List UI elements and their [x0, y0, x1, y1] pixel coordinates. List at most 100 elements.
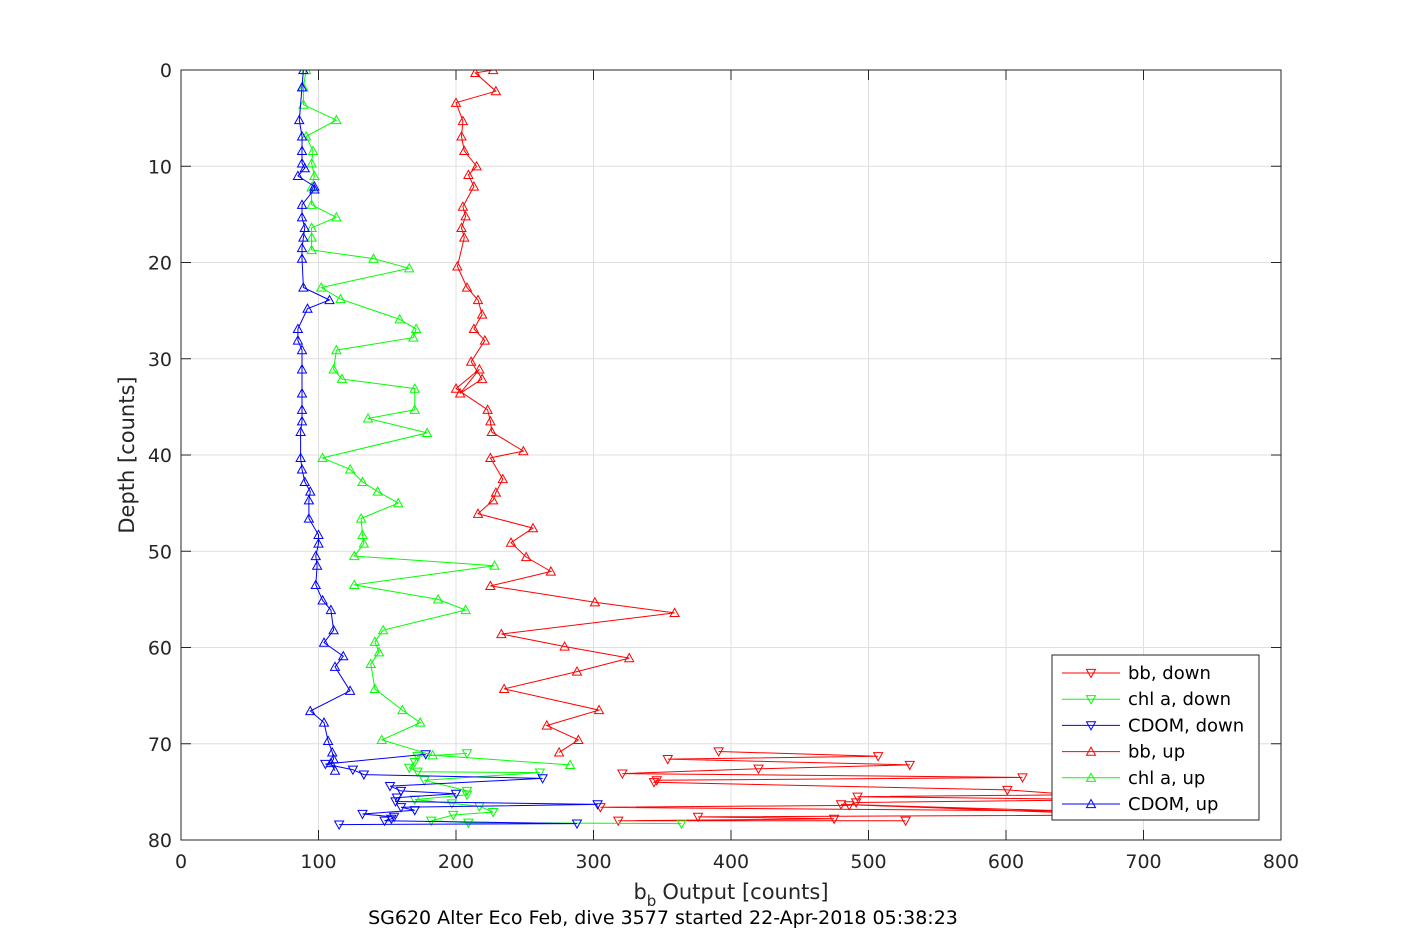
data-point: [412, 767, 423, 778]
data-point: [904, 760, 916, 771]
data-point: [298, 99, 309, 109]
data-point: [296, 463, 308, 474]
data-point: [296, 145, 308, 155]
data-point: [397, 704, 408, 715]
legend-marker: [1085, 668, 1097, 679]
data-point: [409, 383, 421, 393]
data-point: [317, 452, 328, 462]
axis-ticks: 0 100 200 300 400 500 600 700 800 0 10 20 30 40 50 60 70…: [148, 60, 1299, 873]
data-point: [322, 735, 334, 745]
data-point: [392, 497, 404, 508]
data-point: [487, 807, 499, 818]
data-point: [296, 387, 308, 398]
data-point: [335, 293, 346, 304]
data-point: [461, 790, 473, 801]
data-point: [395, 803, 407, 813]
data-point: [333, 820, 345, 831]
data-point: [329, 765, 341, 775]
legend-marker: [1085, 695, 1097, 705]
data-point: [458, 231, 470, 242]
legend-entry-label: chl a, down: [1128, 689, 1231, 710]
data-point: [355, 512, 367, 523]
x-tick-label: 200: [438, 851, 474, 873]
data-point: [412, 752, 423, 762]
data-point: [472, 508, 484, 518]
data-point: [457, 201, 469, 211]
data-point: [299, 222, 311, 232]
x-axis-label-symbol: b: [633, 880, 646, 904]
data-point: [326, 746, 338, 757]
x-tick-label: 300: [575, 851, 611, 873]
data-point: [315, 281, 327, 292]
data-point: [468, 180, 480, 191]
data-point: [324, 294, 335, 305]
y-tick-label: 10: [148, 156, 172, 178]
chart-title: SG620 Alter Eco Feb, dive 3577 started 2…: [368, 907, 958, 929]
data-point: [298, 281, 309, 292]
data-point: [457, 115, 469, 126]
data-point: [648, 778, 660, 788]
data-point: [843, 801, 855, 811]
data-point: [447, 810, 459, 821]
data-point: [403, 262, 415, 273]
data-point: [357, 809, 368, 820]
data-point: [485, 580, 496, 590]
data-point: [344, 463, 356, 474]
data-point: [414, 717, 426, 727]
data-point: [713, 747, 724, 757]
data-point: [408, 332, 419, 342]
data-point: [593, 704, 605, 715]
data-point: [1017, 773, 1028, 783]
series-layer: [292, 70, 1136, 831]
legend-marker: [1085, 721, 1097, 731]
series-bb-up: [450, 70, 680, 757]
data-point: [299, 476, 311, 487]
data-point: [388, 812, 400, 823]
data-point: [559, 641, 570, 651]
data-point: [456, 130, 467, 141]
data-point: [471, 160, 482, 171]
data-point: [296, 81, 308, 92]
legend-entry-label: CDOM, down: [1128, 715, 1244, 736]
data-point: [452, 260, 463, 271]
y-tick-label: 60: [148, 638, 172, 660]
data-point: [1002, 785, 1013, 796]
data-point: [296, 363, 308, 374]
data-point: [496, 628, 507, 639]
data-point: [306, 244, 317, 255]
data-point: [317, 594, 328, 605]
data-point: [357, 476, 368, 487]
data-point: [296, 211, 308, 222]
data-point: [336, 373, 348, 384]
data-point: [486, 426, 498, 436]
data-point: [669, 607, 680, 617]
data-point: [386, 814, 397, 825]
legend-marker: [1085, 746, 1097, 756]
data-point: [498, 683, 510, 693]
data-point: [292, 170, 304, 180]
data-point: [372, 486, 383, 496]
data-point: [365, 658, 377, 668]
x-tick-label: 600: [988, 851, 1024, 873]
data-point: [358, 538, 370, 548]
data-point: [456, 222, 467, 232]
data-point: [573, 734, 584, 744]
data-point: [295, 426, 306, 436]
data-point: [409, 404, 421, 414]
data-point: [421, 427, 433, 437]
data-point: [298, 70, 309, 75]
data-point: [692, 812, 704, 823]
series-line: [297, 70, 351, 771]
data-point: [379, 816, 390, 827]
data-point: [487, 70, 499, 75]
data-point: [304, 705, 316, 716]
data-point: [292, 323, 304, 334]
data-point: [304, 486, 316, 496]
data-point: [296, 344, 308, 355]
data-point: [309, 183, 320, 194]
data-point: [474, 363, 485, 374]
data-point: [344, 685, 356, 695]
data-point: [489, 560, 500, 570]
data-point: [410, 323, 422, 334]
